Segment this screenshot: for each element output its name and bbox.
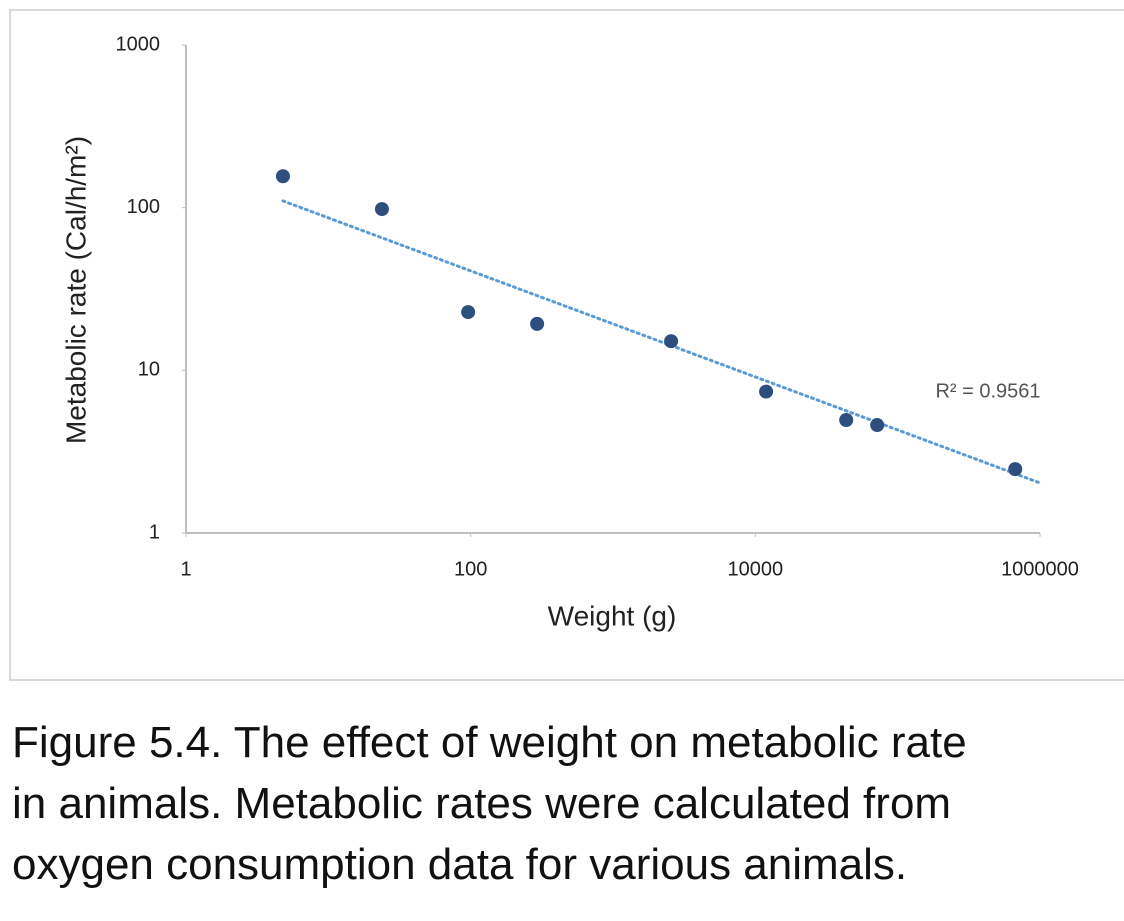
caption-line: oxygen consumption data for various anim… bbox=[12, 840, 907, 889]
x-tick-label: 1000000 bbox=[1001, 558, 1079, 580]
y-tick-label: 1000 bbox=[116, 33, 161, 55]
x-axis-title: Weight (g) bbox=[548, 600, 677, 631]
y-tick-label: 10 bbox=[138, 359, 160, 381]
point bbox=[530, 316, 545, 331]
caption-line: Figure 5.4. The effect of weight on meta… bbox=[12, 718, 967, 767]
point bbox=[839, 413, 854, 428]
point bbox=[1008, 462, 1023, 477]
x-tick-label: 1 bbox=[180, 558, 191, 580]
x-tick-label: 100 bbox=[454, 558, 487, 580]
point bbox=[759, 384, 774, 399]
point bbox=[664, 334, 679, 349]
point bbox=[374, 202, 389, 217]
trendline bbox=[281, 199, 1042, 485]
y-tick-label: 1 bbox=[149, 521, 160, 543]
y-axis-title: Metabolic rate (Cal/h/m²) bbox=[60, 136, 91, 444]
point bbox=[275, 169, 290, 184]
caption-line: in animals. Metabolic rates were calcula… bbox=[12, 779, 951, 828]
y-tick-label: 100 bbox=[127, 196, 160, 218]
x-tick-label: 10000 bbox=[728, 558, 784, 580]
r-squared-label: R² = 0.9561 bbox=[935, 380, 1040, 402]
chart-frame bbox=[9, 9, 1124, 681]
point bbox=[870, 418, 885, 433]
point bbox=[461, 305, 476, 320]
